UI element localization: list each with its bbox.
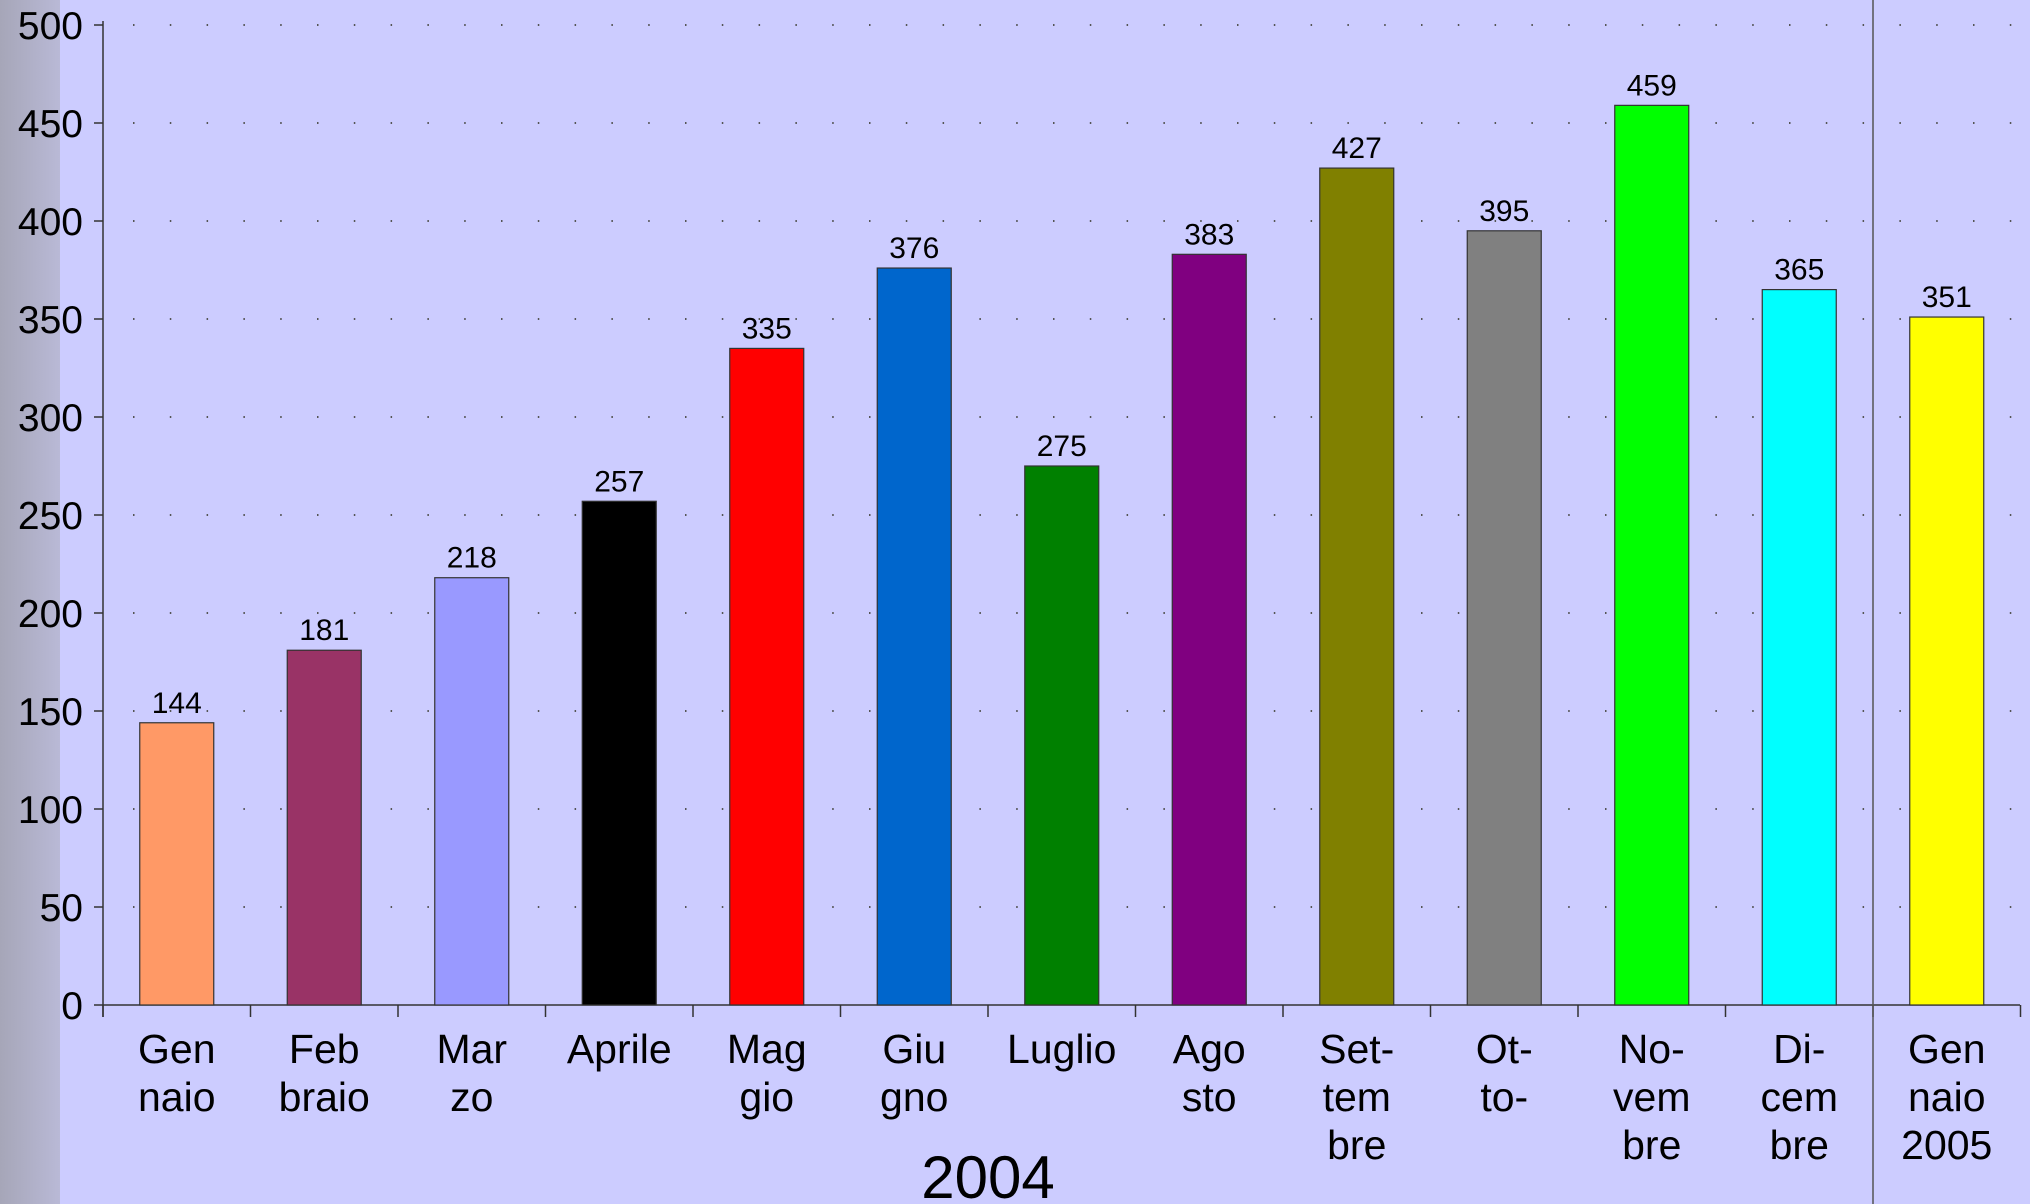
x-tick-label-line: braio (279, 1074, 370, 1120)
x-tick-label-line: bre (1622, 1122, 1681, 1168)
bar (286, 649, 362, 1006)
bar (1319, 167, 1395, 1006)
y-tick-label: 0 (61, 985, 83, 1028)
bar (434, 577, 510, 1006)
y-tick-label: 500 (18, 5, 83, 48)
y-tick-label: 200 (18, 593, 83, 636)
x-tick-label: Ot-to- (1476, 1026, 1533, 1120)
data-label: 335 (742, 312, 792, 345)
bar (1024, 465, 1100, 1006)
bar (876, 267, 952, 1006)
y-tick-label: 100 (18, 789, 83, 832)
y-tick-label: 250 (18, 495, 83, 538)
data-label: 427 (1332, 132, 1382, 165)
y-tick-label: 400 (18, 201, 83, 244)
data-label: 218 (447, 542, 497, 575)
data-label: 395 (1479, 195, 1529, 228)
x-tick-label-line: to- (1480, 1074, 1528, 1120)
bar (139, 722, 215, 1006)
year-group-label: 2004 (921, 1144, 1054, 1204)
x-tick-label: Ago sto (1173, 1026, 1246, 1120)
bar (1171, 253, 1247, 1006)
x-tick-label-line: Giu (882, 1026, 946, 1072)
x-tick-label-line: Gen (138, 1026, 216, 1072)
x-tick-label-line: 2005 (1901, 1122, 1992, 1168)
x-tick-label-line: zo (450, 1074, 493, 1120)
x-tick-label-line: bre (1770, 1122, 1829, 1168)
x-tick-label-line: gio (739, 1074, 794, 1120)
data-label: 351 (1922, 281, 1972, 314)
bar (1614, 104, 1690, 1006)
y-tick-label: 300 (18, 397, 83, 440)
x-tick-label: Gen naio (138, 1026, 216, 1120)
x-tick-label-line: tem (1323, 1074, 1391, 1120)
x-tick-label-line: Ago (1173, 1026, 1246, 1072)
x-tick-label-line: sto (1182, 1074, 1237, 1120)
x-tick-label-line: vem (1613, 1074, 1690, 1120)
x-tick-label-line: Gen (1908, 1026, 1986, 1072)
x-tick-label: No-vem bre (1613, 1026, 1690, 1168)
data-label: 275 (1037, 430, 1087, 463)
data-label: 383 (1184, 218, 1234, 251)
x-tick-label-line: bre (1327, 1122, 1386, 1168)
x-tick-label-line: Aprile (567, 1026, 672, 1072)
x-tick-label: Aprile (567, 1026, 672, 1072)
data-label: 181 (299, 614, 349, 647)
x-tick-label: Mag gio (727, 1026, 807, 1120)
y-tick-label: 350 (18, 299, 83, 342)
x-tick-label-line: Di- (1773, 1026, 1825, 1072)
left-margin-strip (0, 0, 60, 1204)
y-tick-label: 150 (18, 691, 83, 734)
x-tick-label-line: naio (1908, 1074, 1986, 1120)
bar (581, 500, 657, 1006)
x-tick-label: Di-cem bre (1761, 1026, 1838, 1168)
bar (1909, 316, 1985, 1006)
x-tick-label-line: Mag (727, 1026, 807, 1072)
bar (1466, 230, 1542, 1006)
x-tick-label-line: Feb (289, 1026, 360, 1072)
x-tick-label: Luglio (1007, 1026, 1116, 1072)
x-tick-label: Mar zo (436, 1026, 507, 1120)
x-tick-label-line: No- (1619, 1026, 1685, 1072)
x-tick-label: Gen naio 2005 (1901, 1026, 1992, 1168)
bar (1761, 289, 1837, 1006)
x-tick-label-line: naio (138, 1074, 216, 1120)
bar (729, 347, 805, 1006)
data-label: 257 (594, 465, 644, 498)
y-tick-label: 450 (18, 103, 83, 146)
x-tick-label: Giu gno (880, 1026, 948, 1120)
x-tick-label: Set-tem bre (1319, 1026, 1394, 1168)
x-tick-label-line: Ot- (1476, 1026, 1533, 1072)
x-tick-label-line: cem (1761, 1074, 1838, 1120)
x-tick-label-line: Luglio (1007, 1026, 1116, 1072)
x-tick-label-line: Set- (1319, 1026, 1394, 1072)
y-tick-label: 50 (40, 887, 83, 930)
data-label: 459 (1627, 69, 1677, 102)
data-label: 144 (152, 687, 202, 720)
data-label: 376 (889, 232, 939, 265)
x-tick-label-line: Mar (436, 1026, 507, 1072)
data-label: 365 (1774, 254, 1824, 287)
x-tick-label-line: gno (880, 1074, 948, 1120)
x-tick-label: Feb braio (279, 1026, 370, 1120)
